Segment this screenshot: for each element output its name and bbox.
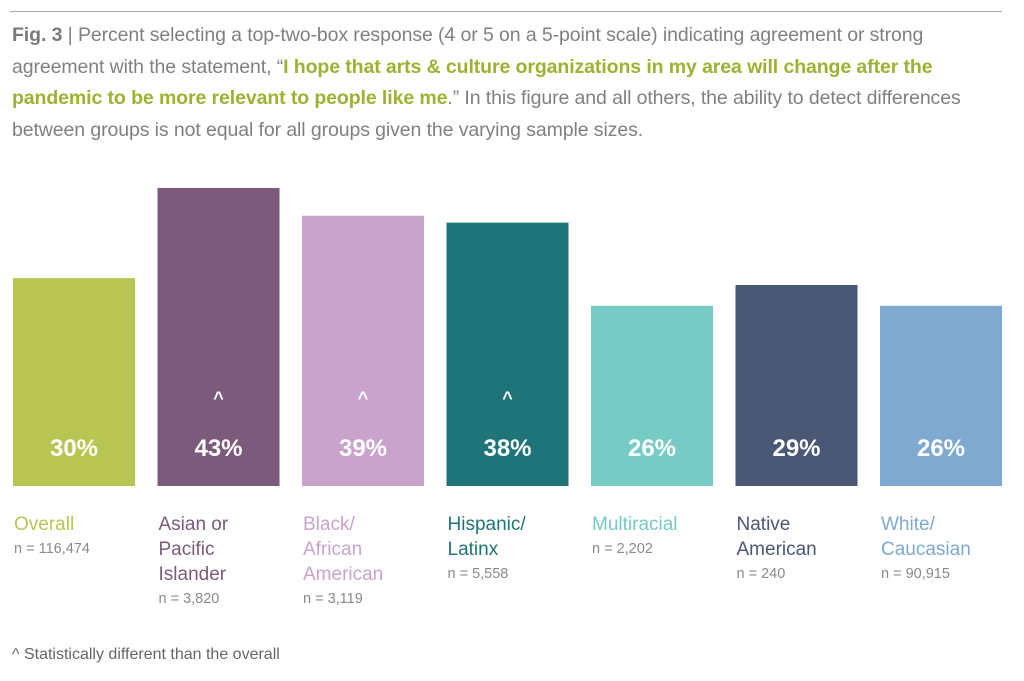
sample-size: n = 3,820 — [158, 591, 220, 607]
category-label-line: American — [303, 564, 384, 585]
sample-size: n = 240 — [736, 566, 786, 582]
bar-6 — [880, 305, 1002, 486]
category-label-line: American — [736, 539, 817, 560]
sample-size: n = 2,202 — [592, 541, 653, 557]
sample-size: n = 3,119 — [303, 591, 363, 607]
category-label: Black/African American n = 3,119 — [303, 512, 383, 612]
bar-2 — [302, 215, 424, 487]
caption-text-before: Percent selecting a top-two-box response… — [12, 24, 924, 78]
category-label-line: Hispanic/ — [447, 514, 526, 535]
category-label: Asian or Pacific Islander n = 3,820 — [159, 512, 229, 612]
bar-4 — [591, 305, 713, 486]
category-label-line: Asian or — [158, 514, 229, 535]
bar-3 — [446, 222, 569, 486]
category-label-line: Black/ — [303, 514, 355, 535]
category-label: Overall n = 116,474 — [14, 512, 90, 562]
category-label-line: Overall — [14, 514, 75, 535]
data-label: 39% — [339, 435, 387, 462]
data-label: 26% — [628, 435, 676, 462]
data-label: 26% — [917, 435, 965, 462]
bar-0 — [13, 278, 135, 486]
sample-size: n = 5,558 — [447, 566, 509, 582]
data-label: 30% — [50, 435, 98, 462]
bar-1 — [157, 188, 280, 486]
sample-size: n = 90,915 — [881, 566, 950, 582]
significance-marker: ^ — [502, 388, 513, 408]
figure-label: Fig. 3 — [12, 24, 63, 46]
category-label: Hispanic/Latinx n = 5,558 — [448, 512, 526, 587]
data-label: 29% — [772, 435, 820, 462]
category-label: Native American n = 240 — [737, 512, 817, 587]
figure-caption: Fig. 3 | Percent selecting a top-two-box… — [12, 20, 1012, 146]
caption-text-after: .” In this figure and all others, the ab… — [12, 87, 961, 141]
significance-marker: ^ — [213, 388, 224, 408]
category-label-line: Caucasian — [881, 539, 971, 560]
category-label-line: White/ — [881, 514, 935, 535]
data-label: 43% — [194, 435, 242, 462]
category-label: White/Caucasian n = 90,915 — [881, 512, 971, 587]
sample-size: n = 116,474 — [14, 541, 90, 557]
footnote: ^ Statistically different than the overa… — [12, 646, 280, 663]
category-label-line: Native — [736, 514, 791, 535]
significance-marker: ^ — [358, 388, 369, 408]
caption-quote: I hope that arts & culture organizations… — [12, 55, 933, 110]
category-label-line: Multiracial — [592, 514, 678, 535]
category-label-line: Islander — [158, 564, 227, 585]
caption-separator: | — [62, 24, 78, 46]
data-label: 38% — [483, 435, 531, 462]
category-label-line: Latinx — [447, 539, 499, 560]
bar-5 — [735, 285, 858, 486]
category-label: Multiracial n = 2,202 — [592, 512, 678, 562]
category-label-line: Pacific — [158, 539, 215, 560]
category-label-line: African — [303, 539, 363, 560]
top-rule — [10, 11, 1002, 12]
